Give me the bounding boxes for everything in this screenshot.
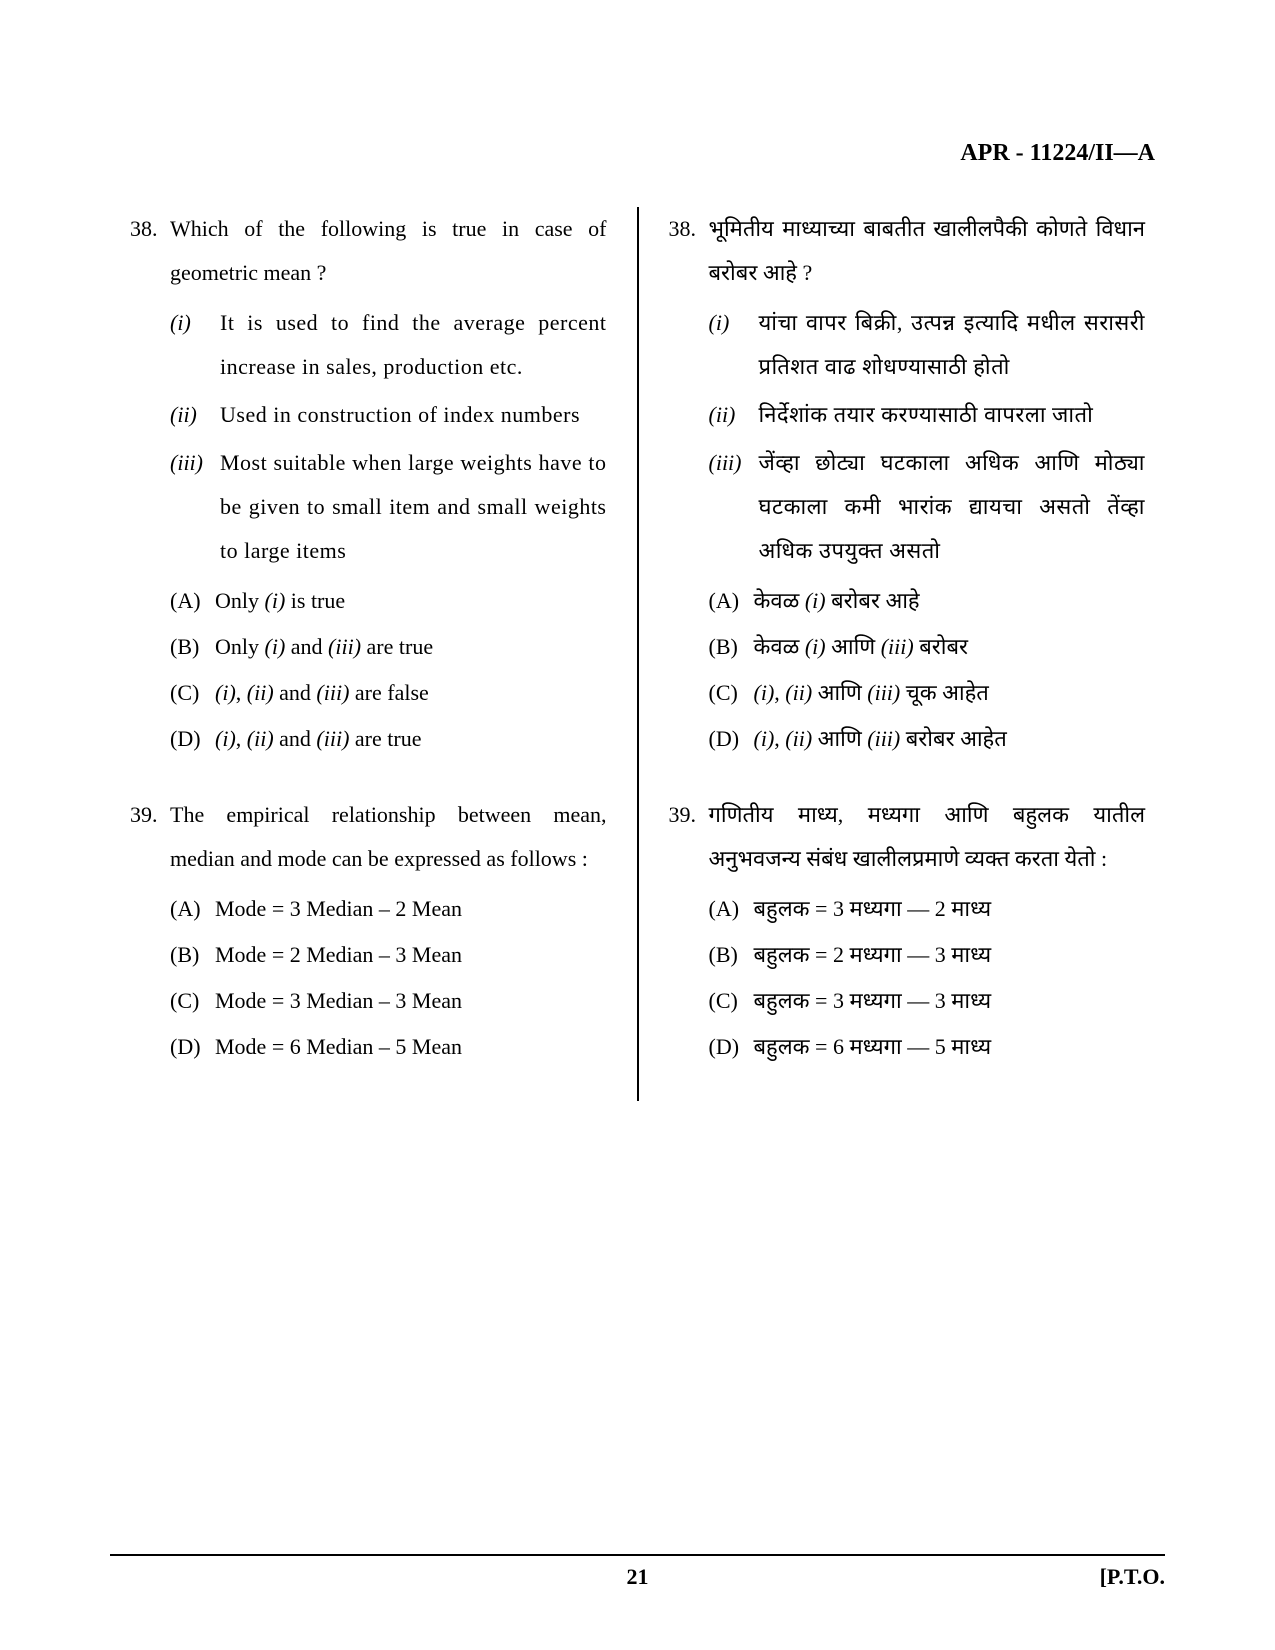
roman-text: Used in construction of index numbers (220, 393, 607, 437)
roman-text: यांचा वापर बिक्री, उत्पन्न इत्यादि मधील … (759, 301, 1146, 389)
option-label: (C) (170, 979, 215, 1023)
question-number: 38. (669, 207, 709, 763)
option-label: (B) (709, 933, 754, 977)
roman-item: (i) यांचा वापर बिक्री, उत्पन्न इत्यादि म… (709, 301, 1146, 389)
option-b: (B) केवळ (i) आणि (iii) बरोबर (709, 625, 1146, 669)
question-38-mr: 38. भूमितीय माध्याच्या बाबतीत खालीलपैकी … (669, 207, 1146, 763)
option-text: केवळ (i) आणि (iii) बरोबर (754, 625, 1146, 669)
option-text: (i), (ii) आणि (iii) चूक आहेत (754, 671, 1146, 715)
option-label: (D) (170, 717, 215, 761)
exam-header: APR - 11224/II—A (110, 140, 1165, 167)
question-39-en: 39. The empirical relationship between m… (130, 793, 607, 1071)
option-list: (A) Mode = 3 Median – 2 Mean (B) Mode = … (170, 887, 607, 1069)
page-footer: 21 [P.T.O. (110, 1554, 1165, 1590)
left-column: 38. Which of the following is true in ca… (110, 207, 639, 1101)
option-text: Mode = 3 Median – 3 Mean (215, 979, 607, 1023)
option-label: (B) (709, 625, 754, 669)
option-list: (A) केवळ (i) बरोबर आहे (B) केवळ (i) आणि … (709, 579, 1146, 761)
roman-item: (ii) Used in construction of index numbe… (170, 393, 607, 437)
option-b: (B) Only (i) and (iii) are true (170, 625, 607, 669)
option-text: बहुलक = 3 मध्यगा — 2 माध्य (754, 887, 1146, 931)
option-d: (D) Mode = 6 Median – 5 Mean (170, 1025, 607, 1069)
roman-list: (i) It is used to find the average perce… (170, 301, 607, 573)
option-a: (A) Only (i) is true (170, 579, 607, 623)
option-label: (D) (709, 717, 754, 761)
roman-item: (ii) निर्देशांक तयार करण्यासाठी वापरला ज… (709, 393, 1146, 437)
option-a: (A) केवळ (i) बरोबर आहे (709, 579, 1146, 623)
option-text: केवळ (i) बरोबर आहे (754, 579, 1146, 623)
pto-label: [P.T.O. (1100, 1564, 1165, 1590)
question-body: भूमितीय माध्याच्या बाबतीत खालीलपैकी कोणत… (709, 207, 1146, 763)
option-text: Mode = 2 Median – 3 Mean (215, 933, 607, 977)
option-label: (D) (709, 1025, 754, 1069)
option-label: (A) (709, 887, 754, 931)
roman-text: Most suitable when large weights have to… (220, 441, 607, 573)
question-stem: The empirical relationship between mean,… (170, 793, 607, 881)
option-text: (i), (ii) and (iii) are true (215, 717, 607, 761)
question-stem: गणितीय माध्य, मध्यगा आणि बहुलक यातील अनु… (709, 793, 1146, 881)
option-list: (A) Only (i) is true (B) Only (i) and (i… (170, 579, 607, 761)
option-text: बहुलक = 2 मध्यगा — 3 माध्य (754, 933, 1146, 977)
option-d: (D) (i), (ii) and (iii) are true (170, 717, 607, 761)
option-label: (C) (170, 671, 215, 715)
option-label: (A) (170, 579, 215, 623)
question-stem: भूमितीय माध्याच्या बाबतीत खालीलपैकी कोणत… (709, 207, 1146, 295)
right-column: 38. भूमितीय माध्याच्या बाबतीत खालीलपैकी … (639, 207, 1166, 1101)
option-d: (D) (i), (ii) आणि (iii) बरोबर आहेत (709, 717, 1146, 761)
roman-item: (iii) Most suitable when large weights h… (170, 441, 607, 573)
roman-label: (i) (170, 301, 220, 389)
option-label: (C) (709, 979, 754, 1023)
roman-label: (ii) (170, 393, 220, 437)
option-label: (B) (170, 625, 215, 669)
option-label: (C) (709, 671, 754, 715)
option-d: (D) बहुलक = 6 मध्यगा — 5 माध्य (709, 1025, 1146, 1069)
option-label: (B) (170, 933, 215, 977)
question-body: गणितीय माध्य, मध्यगा आणि बहुलक यातील अनु… (709, 793, 1146, 1071)
option-c: (C) Mode = 3 Median – 3 Mean (170, 979, 607, 1023)
roman-list: (i) यांचा वापर बिक्री, उत्पन्न इत्यादि म… (709, 301, 1146, 573)
roman-text: निर्देशांक तयार करण्यासाठी वापरला जातो (759, 393, 1146, 437)
option-c: (C) (i), (ii) आणि (iii) चूक आहेत (709, 671, 1146, 715)
question-39-mr: 39. गणितीय माध्य, मध्यगा आणि बहुलक यातील… (669, 793, 1146, 1071)
option-label: (D) (170, 1025, 215, 1069)
roman-item: (iii) जेंव्हा छोट्या घटकाला अधिक आणि मोठ… (709, 441, 1146, 573)
page-number: 21 (627, 1564, 649, 1590)
roman-text: It is used to find the average percent i… (220, 301, 607, 389)
option-text: बहुलक = 3 मध्यगा — 3 माध्य (754, 979, 1146, 1023)
option-text: Only (i) and (iii) are true (215, 625, 607, 669)
question-body: Which of the following is true in case o… (170, 207, 607, 763)
option-b: (B) बहुलक = 2 मध्यगा — 3 माध्य (709, 933, 1146, 977)
question-number: 39. (130, 793, 170, 1071)
option-label: (A) (709, 579, 754, 623)
two-column-layout: 38. Which of the following is true in ca… (110, 207, 1165, 1101)
option-b: (B) Mode = 2 Median – 3 Mean (170, 933, 607, 977)
option-a: (A) बहुलक = 3 मध्यगा — 2 माध्य (709, 887, 1146, 931)
option-text: Mode = 6 Median – 5 Mean (215, 1025, 607, 1069)
option-c: (C) (i), (ii) and (iii) are false (170, 671, 607, 715)
question-38-en: 38. Which of the following is true in ca… (130, 207, 607, 763)
question-body: The empirical relationship between mean,… (170, 793, 607, 1071)
roman-text: जेंव्हा छोट्या घटकाला अधिक आणि मोठ्या घट… (759, 441, 1146, 573)
option-label: (A) (170, 887, 215, 931)
option-text: Only (i) is true (215, 579, 607, 623)
roman-label: (ii) (709, 393, 759, 437)
question-number: 38. (130, 207, 170, 763)
question-stem: Which of the following is true in case o… (170, 207, 607, 295)
option-c: (C) बहुलक = 3 मध्यगा — 3 माध्य (709, 979, 1146, 1023)
roman-label: (iii) (170, 441, 220, 573)
option-list: (A) बहुलक = 3 मध्यगा — 2 माध्य (B) बहुलक… (709, 887, 1146, 1069)
roman-item: (i) It is used to find the average perce… (170, 301, 607, 389)
option-a: (A) Mode = 3 Median – 2 Mean (170, 887, 607, 931)
page: APR - 11224/II—A 38. Which of the follow… (0, 0, 1275, 1161)
roman-label: (iii) (709, 441, 759, 573)
option-text: (i), (ii) आणि (iii) बरोबर आहेत (754, 717, 1146, 761)
option-text: बहुलक = 6 मध्यगा — 5 माध्य (754, 1025, 1146, 1069)
question-number: 39. (669, 793, 709, 1071)
option-text: (i), (ii) and (iii) are false (215, 671, 607, 715)
roman-label: (i) (709, 301, 759, 389)
option-text: Mode = 3 Median – 2 Mean (215, 887, 607, 931)
